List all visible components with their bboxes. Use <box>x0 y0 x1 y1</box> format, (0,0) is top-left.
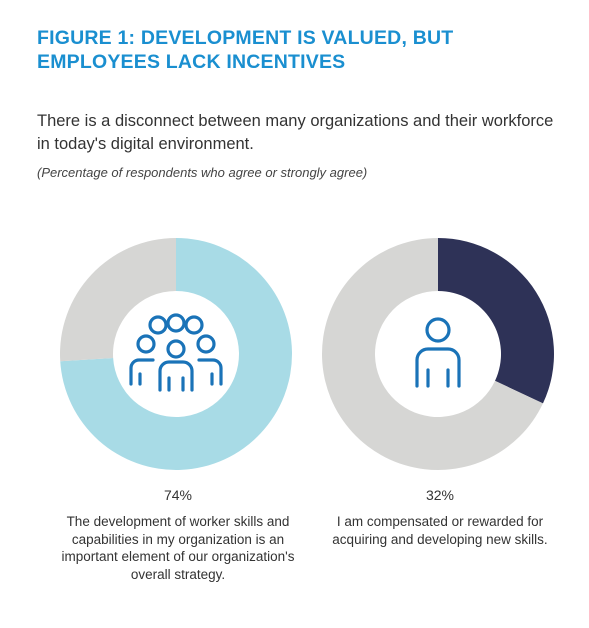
donut-2-remainder-slice <box>322 238 543 470</box>
donut-2-value-slice <box>438 238 554 404</box>
figure-title-line-2: EMPLOYEES LACK INCENTIVES <box>37 51 346 73</box>
donut-2-value-label: 32% <box>425 487 455 503</box>
donut-1-remainder-slice <box>59 238 176 362</box>
figure-title-line-1: FIGURE 1: DEVELOPMENT IS VALUED, BUT <box>37 27 454 49</box>
donut-1-caption: The development of worker skills and cap… <box>61 514 295 582</box>
figure-title: FIGURE 1: DEVELOPMENT IS VALUED, BUT EMP… <box>37 26 557 74</box>
donut-chart-skills-strategy <box>59 238 293 470</box>
donut-chart-compensation <box>322 238 554 470</box>
group-of-people-icon <box>129 313 223 392</box>
donut-2-caption: I am compensated or rewarded for acquiri… <box>332 514 548 547</box>
figure-note: (Percentage of respondents who agree or … <box>37 165 368 180</box>
donut-1-value-slice <box>60 238 293 470</box>
figure-subtitle: There is a disconnect between many organ… <box>37 112 554 153</box>
donut-1-value-label: 74% <box>163 487 193 503</box>
person-icon <box>415 317 461 388</box>
